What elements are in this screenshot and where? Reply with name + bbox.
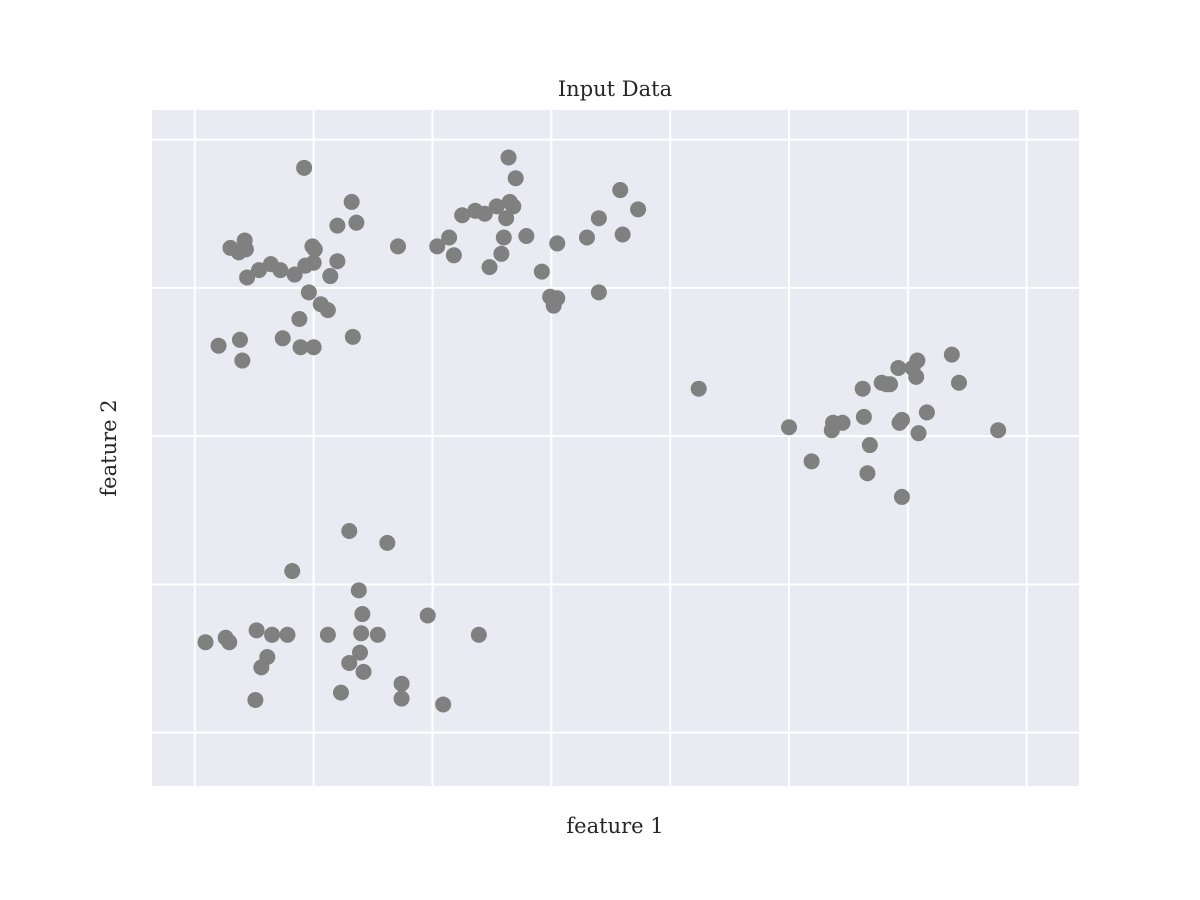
plot-area (152, 110, 1079, 786)
data-point (488, 198, 505, 215)
data-point (893, 488, 910, 505)
data-point (476, 205, 493, 222)
data-point (259, 649, 276, 666)
scatter-points (197, 149, 1007, 713)
data-point (435, 696, 452, 713)
data-point (950, 374, 967, 391)
data-point (329, 253, 346, 270)
data-point (429, 238, 446, 255)
data-point (873, 374, 890, 391)
data-point (990, 422, 1007, 439)
data-point (272, 262, 289, 279)
data-point (470, 626, 487, 643)
data-point (305, 254, 322, 271)
data-point (332, 684, 349, 701)
data-point (291, 311, 308, 328)
data-point (393, 675, 410, 692)
data-point (247, 692, 264, 709)
data-point (197, 634, 214, 651)
data-point (221, 634, 238, 651)
data-point (855, 408, 872, 425)
data-point (690, 380, 707, 397)
data-point (305, 339, 322, 356)
data-point (354, 606, 371, 623)
data-point (341, 654, 358, 671)
data-point (286, 266, 303, 283)
data-point (248, 622, 265, 639)
data-point (890, 359, 907, 376)
data-point (803, 453, 820, 470)
data-point (612, 182, 629, 199)
data-point (495, 229, 512, 246)
data-point (234, 352, 251, 369)
data-point (549, 290, 566, 307)
data-point (910, 425, 927, 442)
data-point (908, 368, 925, 385)
data-point (507, 170, 524, 187)
data-point (943, 346, 960, 363)
data-point (284, 563, 301, 580)
y-axis-label: feature 2 (97, 399, 121, 496)
data-point (500, 149, 517, 166)
data-point (861, 437, 878, 454)
data-point (236, 232, 253, 249)
data-point (306, 241, 323, 258)
data-point (353, 625, 370, 642)
data-point (379, 534, 396, 551)
data-point (274, 330, 291, 347)
data-point (834, 414, 851, 431)
data-point (393, 690, 410, 707)
data-point (549, 235, 566, 252)
data-point (590, 210, 607, 227)
data-point (518, 228, 535, 245)
data-point (319, 626, 336, 643)
data-point (533, 263, 550, 280)
data-point (390, 238, 407, 255)
data-point (355, 663, 372, 680)
x-axis-label: feature 1 (566, 814, 663, 838)
chart-title: Input Data (558, 77, 672, 101)
data-point (493, 245, 510, 262)
data-point (350, 582, 367, 599)
data-point (292, 339, 309, 356)
data-point (614, 226, 631, 243)
data-point (300, 284, 317, 301)
data-point (781, 419, 798, 436)
data-point (419, 607, 436, 624)
data-point (341, 523, 358, 540)
data-point (441, 229, 458, 246)
data-point (445, 247, 462, 264)
data-point (210, 337, 227, 354)
data-point (498, 210, 515, 227)
data-point (322, 268, 339, 285)
data-point (250, 262, 267, 279)
data-point (348, 214, 365, 231)
data-point (329, 217, 346, 234)
data-point (578, 229, 595, 246)
data-point (231, 331, 248, 348)
data-point (239, 269, 256, 286)
data-point (590, 284, 607, 301)
data-point (859, 465, 876, 482)
data-point (454, 207, 471, 224)
data-point (351, 644, 368, 661)
data-point (918, 404, 935, 421)
data-point (344, 328, 361, 345)
data-point (630, 201, 647, 218)
data-point (369, 626, 386, 643)
data-point (501, 193, 518, 210)
data-point (319, 302, 336, 319)
data-point (343, 193, 360, 210)
data-point (854, 380, 871, 397)
data-point (279, 626, 296, 643)
data-point (891, 414, 908, 431)
data-point (909, 352, 926, 369)
data-point (481, 259, 498, 276)
data-point (264, 626, 281, 643)
data-point (296, 159, 313, 176)
